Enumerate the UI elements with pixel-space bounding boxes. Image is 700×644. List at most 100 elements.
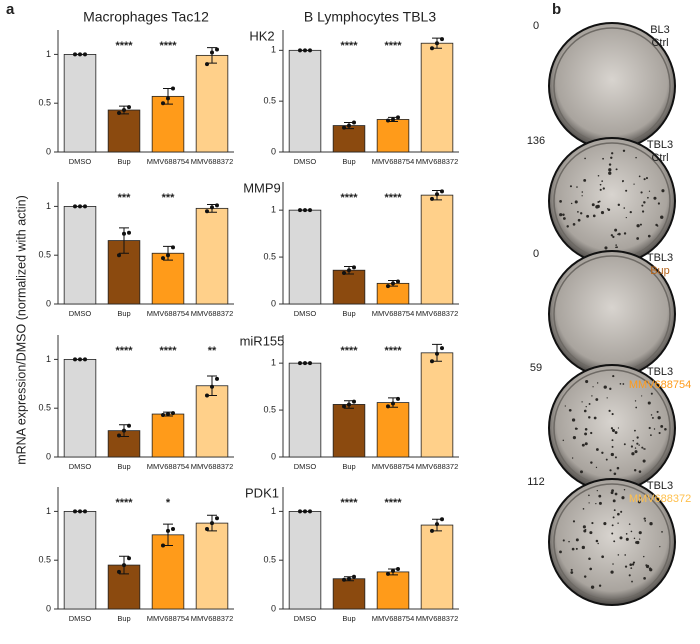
y-tick-label: 0 — [271, 603, 276, 613]
colony — [639, 223, 642, 226]
y-tick-label: 1 — [46, 354, 51, 364]
colony — [613, 509, 616, 512]
colony — [641, 210, 645, 213]
colony — [588, 403, 591, 405]
y-tick-label: 0.5 — [38, 403, 51, 413]
data-point — [166, 253, 170, 258]
data-point — [161, 256, 165, 261]
colony — [650, 392, 653, 395]
y-tick-label: 0.5 — [38, 555, 51, 565]
data-point — [171, 86, 175, 91]
data-point — [83, 509, 87, 514]
colony — [608, 163, 612, 166]
colony — [611, 152, 614, 155]
colony — [612, 499, 616, 503]
colony — [634, 429, 636, 432]
colony — [605, 458, 608, 461]
data-point — [352, 265, 356, 270]
bar — [332, 125, 366, 153]
colony — [584, 442, 588, 446]
colony — [619, 536, 623, 540]
colony — [600, 211, 605, 215]
data-point — [303, 509, 307, 514]
colony — [641, 204, 644, 207]
colony — [613, 472, 617, 476]
x-tick-label: DMSO — [294, 614, 317, 623]
colony — [601, 451, 604, 454]
colony — [634, 447, 637, 449]
x-tick-label: MMV688372 — [191, 462, 234, 471]
bar — [420, 352, 454, 458]
x-tick-label: Bup — [342, 309, 355, 318]
data-point — [308, 509, 312, 514]
colony — [657, 202, 660, 205]
y-tick-label: 1 — [271, 205, 276, 215]
y-tick-label: 1 — [46, 506, 51, 516]
x-tick-label: MMV688372 — [191, 157, 234, 166]
data-point — [171, 245, 175, 250]
x-tick-label: Bup — [117, 462, 130, 471]
bar — [288, 209, 322, 305]
data-point — [435, 192, 439, 197]
bar — [376, 119, 410, 153]
plate-label: Bup — [650, 265, 670, 277]
plate — [548, 478, 676, 606]
colony — [602, 187, 605, 190]
data-point — [303, 361, 307, 366]
bar — [63, 54, 97, 153]
colony — [629, 563, 633, 567]
colony — [571, 457, 574, 459]
y-tick-label: 0.5 — [263, 404, 276, 414]
data-point — [210, 384, 214, 389]
y-tick-label: 0.5 — [38, 98, 51, 108]
colony — [611, 532, 614, 535]
data-point — [117, 253, 121, 258]
colony — [622, 149, 626, 152]
y-tick-label: 0 — [46, 298, 51, 308]
colony — [575, 538, 579, 542]
colony — [598, 494, 602, 498]
bar — [63, 358, 97, 458]
colony — [658, 431, 661, 435]
colony — [581, 545, 585, 550]
data-point — [215, 47, 219, 52]
significance: **** — [384, 497, 402, 509]
colony — [608, 168, 612, 172]
bar — [151, 534, 185, 610]
y-tick-label: 0.5 — [263, 96, 276, 106]
colony — [623, 443, 626, 446]
colony — [623, 207, 626, 209]
colony — [569, 185, 572, 188]
colony — [637, 500, 641, 504]
y-tick-label: 1 — [271, 506, 276, 516]
data-point — [205, 209, 209, 214]
colony — [599, 183, 602, 186]
colony — [591, 395, 593, 397]
x-tick-label: Bup — [342, 614, 355, 623]
colony — [633, 537, 636, 540]
colony — [629, 210, 632, 214]
significance: **** — [384, 40, 402, 52]
colony — [572, 436, 576, 440]
x-tick-label: MMV688372 — [191, 614, 234, 623]
data-point — [386, 571, 390, 576]
y-tick-label: 1 — [271, 358, 276, 368]
colony — [649, 522, 653, 526]
colony — [596, 204, 600, 209]
colony-count: 112 — [527, 476, 545, 488]
colony — [638, 175, 641, 178]
x-tick-label: MMV688754 — [147, 462, 190, 471]
colony — [643, 178, 646, 181]
data-point — [73, 357, 77, 362]
colony — [610, 452, 614, 457]
colony — [661, 530, 663, 533]
data-point — [205, 62, 209, 67]
data-point — [73, 509, 77, 514]
x-tick-label: DMSO — [69, 614, 92, 623]
colony — [571, 547, 575, 551]
colony — [643, 448, 646, 450]
data-point — [122, 428, 126, 433]
data-point — [435, 41, 439, 46]
bar — [288, 510, 322, 610]
